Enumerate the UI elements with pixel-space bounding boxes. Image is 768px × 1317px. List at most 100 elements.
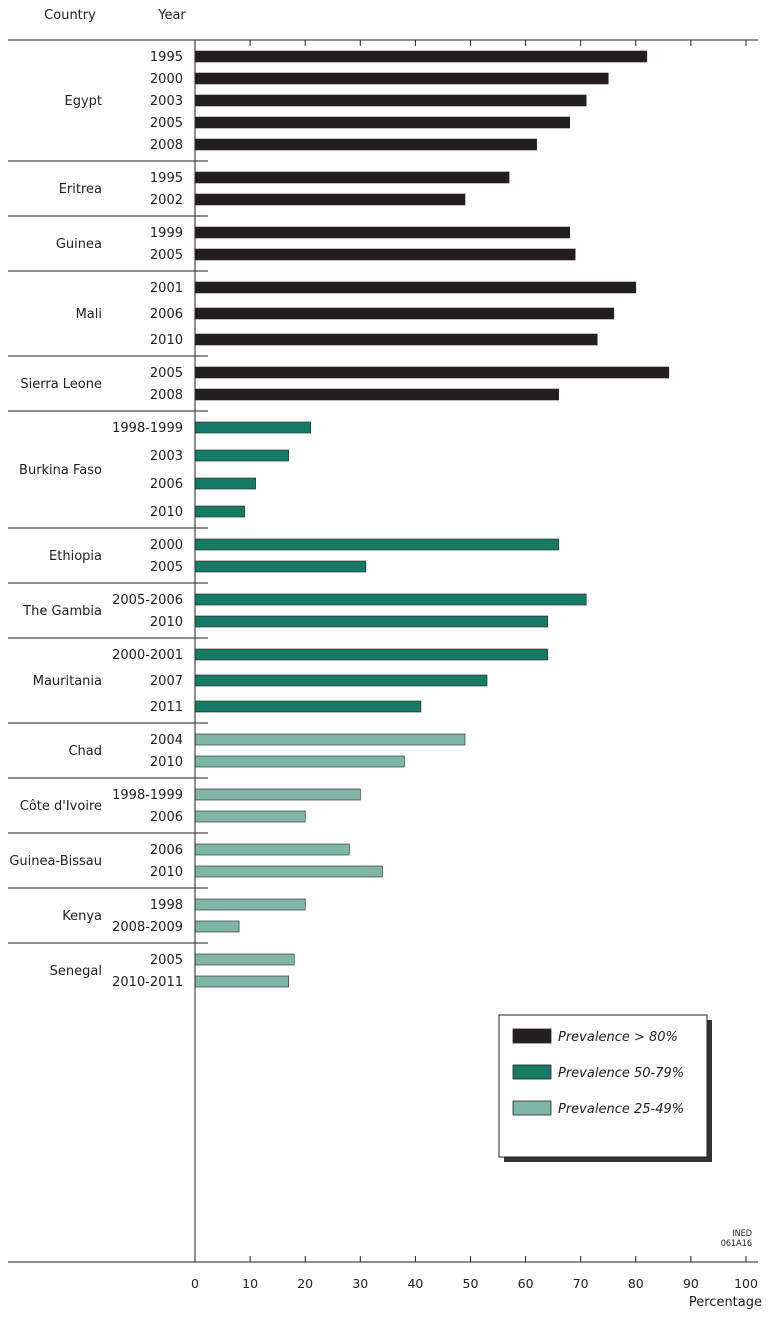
year-label: 2006: [150, 477, 183, 492]
year-label: 2010: [150, 615, 183, 630]
country-group-eritrea: 1995 2002 Eritrea: [8, 171, 510, 217]
country-group-senegal: 2005 2010-2011 Senegal: [50, 953, 295, 990]
country-group-chad: 2004 2010 Chad: [8, 733, 466, 779]
country-label: Eritrea: [59, 182, 102, 197]
column-headers: Country Year: [44, 8, 186, 23]
bar-sierra-leone-2008: [194, 388, 559, 401]
bar-mauritania-2007: [194, 674, 488, 687]
bar-mali-2006: [194, 307, 615, 320]
year-label: 2010-2011: [112, 975, 183, 990]
year-label: 2008: [150, 388, 183, 403]
bar-guinea-2005: [194, 248, 576, 261]
bar-egypt-2000: [194, 72, 609, 85]
bar-senegal-2010-2011: [194, 975, 289, 988]
year-label: 2003: [150, 94, 183, 109]
x-tick-label: 30: [352, 1276, 368, 1291]
year-label: 2005-2006: [112, 593, 183, 608]
year-label: 2000: [150, 72, 183, 87]
country-group-egypt: 1995 2000 2003 2005 2008 Egypt: [8, 50, 648, 162]
credit-line-2: 061A16: [721, 1239, 752, 1249]
legend-swatch-prevalence-50-79: [512, 1064, 552, 1080]
year-label: 2000-2001: [112, 648, 183, 663]
year-label: 2007: [150, 674, 183, 689]
country-label: Guinea-Bissau: [9, 854, 102, 869]
bar-egypt-1995: [194, 50, 648, 63]
bar-kenya-1998: [194, 898, 306, 911]
x-tick-label: 100: [734, 1276, 758, 1291]
bar-cote-d-ivoire-1998-1999: [194, 788, 361, 801]
bar-senegal-2005: [194, 953, 295, 966]
country-groups: 1995 2000 2003 2005 2008 Egypt 1995 2002 Eritrea…: [8, 50, 670, 990]
bar-sierra-leone-2005: [194, 366, 670, 379]
country-label: Côte d'Ivoire: [20, 799, 102, 814]
year-label: 2005: [150, 116, 183, 131]
bar-burkina-faso-2010: [194, 505, 245, 518]
year-label: 1998-1999: [112, 788, 183, 803]
country-group-burkina-faso: 1998-1999 2003 2006 2010 Burkina Faso: [8, 421, 312, 529]
x-axis: 0 10 20 30 40 50 60 70 80 90 100: [8, 40, 758, 1291]
bar-burkina-faso-2003: [194, 449, 289, 462]
bar-the-gambia-2010: [194, 615, 548, 628]
x-tick-label: 0: [191, 1276, 199, 1291]
country-group-mauritania: 2000-2001 2007 2011 Mauritania: [8, 648, 548, 724]
bar-egypt-2005: [194, 116, 570, 129]
country-group-kenya: 1998 2008-2009 Kenya: [8, 898, 306, 944]
bar-ethiopia-2000: [194, 538, 559, 551]
country-label: Mauritania: [33, 674, 102, 689]
country-label: Egypt: [64, 94, 102, 109]
bar-mali-2010: [194, 333, 598, 346]
year-label: 2010: [150, 505, 183, 520]
x-tick-label: 20: [297, 1276, 313, 1291]
x-tick-label: 10: [242, 1276, 258, 1291]
year-label: 1995: [150, 171, 183, 186]
x-axis-label: Percentage: [689, 1295, 762, 1310]
year-label: 2006: [150, 843, 183, 858]
source-credit: INED 061A16: [721, 1229, 752, 1249]
x-tick-label: 90: [683, 1276, 699, 1291]
bar-ethiopia-2005: [194, 560, 367, 573]
bar-kenya-2008-2009: [194, 920, 240, 933]
country-label: Ethiopia: [49, 549, 102, 564]
bar-guinea-bissau-2010: [194, 865, 383, 878]
bar-chad-2004: [194, 733, 466, 746]
country-group-mali: 2001 2006 2010 Mali: [8, 281, 637, 357]
year-label: 1995: [150, 50, 183, 65]
country-label: The Gambia: [22, 604, 102, 619]
bar-the-gambia-2005-2006: [194, 593, 587, 606]
year-label: 2003: [150, 449, 183, 464]
country-group-ethiopia: 2000 2005 Ethiopia: [8, 538, 559, 584]
bar-chad-2010: [194, 755, 405, 768]
legend-label-prevalence-50-79: Prevalence 50-79%: [558, 1066, 684, 1081]
legend-swatch-prevalence-over-80: [512, 1028, 552, 1044]
bar-mauritania-2000-2001: [194, 648, 548, 661]
country-label: Chad: [68, 744, 102, 759]
year-label: 2010: [150, 333, 183, 348]
x-tick-label: 50: [463, 1276, 479, 1291]
country-label: Mali: [76, 307, 102, 322]
bar-burkina-faso-2006: [194, 477, 256, 490]
bar-mali-2001: [194, 281, 637, 294]
year-label: 2000: [150, 538, 183, 553]
year-label: 2005: [150, 366, 183, 381]
year-label: 1999: [150, 226, 183, 241]
bar-egypt-2008: [194, 138, 537, 151]
legend: Prevalence > 80% Prevalence 50-79% Preva…: [498, 1014, 712, 1162]
country-label: Sierra Leone: [20, 377, 102, 392]
year-label: 2008-2009: [112, 920, 183, 935]
bar-egypt-2003: [194, 94, 587, 107]
year-label: 2005: [150, 560, 183, 575]
country-group-sierra-leone: 2005 2008 Sierra Leone: [8, 366, 670, 412]
x-tick-label: 60: [518, 1276, 534, 1291]
year-label: 2001: [150, 281, 183, 296]
year-column-header: Year: [157, 8, 186, 23]
year-label: 2006: [150, 810, 183, 825]
x-tick-label: 40: [407, 1276, 423, 1291]
year-label: 2005: [150, 248, 183, 263]
year-label: 2011: [150, 700, 183, 715]
bar-mauritania-2011: [194, 700, 422, 713]
year-label: 2008: [150, 138, 183, 153]
country-group-cote-d-ivoire: 1998-1999 2006 Côte d'Ivoire: [8, 788, 361, 834]
bar-eritrea-2002: [194, 193, 466, 206]
legend-swatch-prevalence-25-49: [512, 1100, 552, 1116]
